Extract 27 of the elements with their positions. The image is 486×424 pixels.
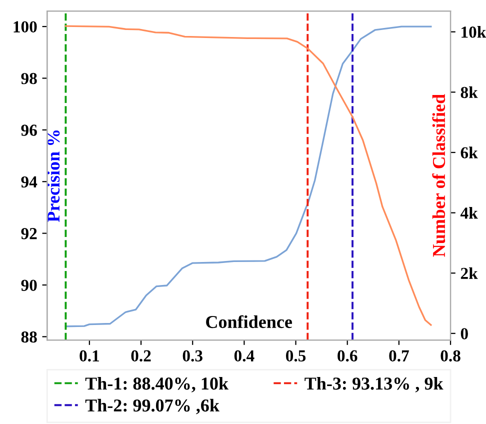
x-tick-label: 0.1: [80, 350, 99, 362]
x-tick-label: 0.8: [440, 350, 460, 362]
y-tick-label: 92: [21, 228, 37, 240]
x-axis-title: Confidence: [206, 315, 292, 328]
y2-tick-label: 10k: [462, 26, 486, 38]
y-tick-label: 96: [21, 124, 37, 136]
y2-tick-label: 8k: [460, 86, 478, 98]
y2-tick-label: 4k: [460, 207, 478, 219]
y-tick-label: 98: [21, 72, 37, 84]
y-tick-label: 100: [14, 21, 37, 32]
y-axis-title: Precision %: [46, 130, 60, 222]
y2-tick-label: 0: [460, 328, 468, 340]
x-tick-label: 0.7: [389, 350, 409, 362]
y2-axis-title: Number of Classified: [432, 94, 446, 257]
text: Th-2: 99.07% ,6k: [85, 398, 220, 414]
y-tick-label: 88: [21, 331, 37, 343]
x-tick-label: 0.2: [131, 350, 151, 362]
x-tick-label: 0.5: [286, 350, 306, 362]
y2-tick-label: 2k: [460, 267, 478, 279]
x-tick-label: 0.3: [182, 350, 202, 362]
y-tick-label: 90: [21, 280, 37, 291]
x-tick-label: 0.4: [234, 350, 254, 362]
text: Th-1: 88.40%, 10k: [85, 376, 228, 392]
text: Th-3: 93.13% , 9k: [304, 376, 444, 392]
x-tick-label: 0.6: [338, 350, 358, 362]
y2-tick-label: 6k: [460, 146, 478, 158]
y-tick-label: 94: [21, 176, 38, 188]
